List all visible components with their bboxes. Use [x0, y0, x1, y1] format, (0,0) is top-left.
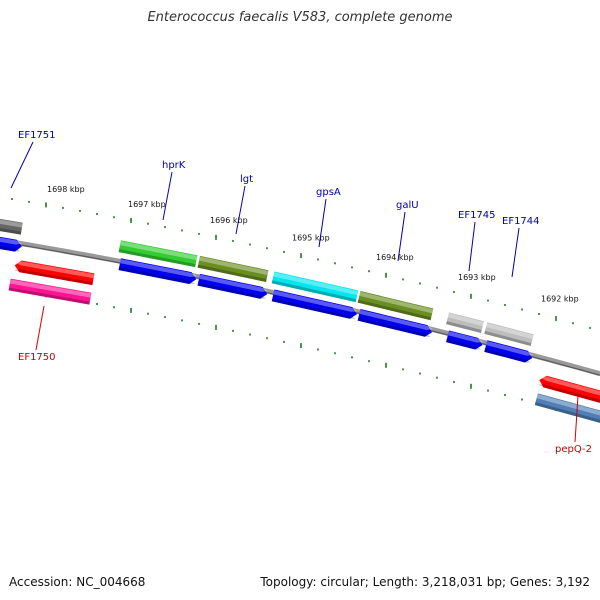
leader-line-EF1750 [35, 305, 45, 351]
gene-feature-hprK [118, 240, 198, 268]
gene-feature-EF1745 [446, 312, 484, 333]
cds-arrow-EF1745 [446, 330, 484, 350]
gene-feature-lgt [197, 255, 269, 282]
cds-arrow-pepQ-2 [534, 393, 600, 425]
leader-line-EF1744 [511, 227, 520, 278]
accession-text: Accession: NC_004668 [9, 575, 146, 589]
gene-feature-galU [357, 290, 434, 321]
kbp-label: 1697 kbp [128, 200, 166, 209]
gene-label-pepQ-2: pepQ-2 [555, 444, 592, 455]
cds-arrow-EF1751 [0, 235, 23, 252]
cds-arrow-EF1744 [484, 340, 534, 363]
gene-feature-EF1750 [8, 278, 92, 305]
gene-label-hprK: hprK [162, 160, 186, 171]
leader-line-galU [397, 211, 406, 262]
kbp-label: 1695 kbp [292, 234, 330, 243]
kbp-label: 1696 kbp [210, 216, 248, 225]
gene-label-EF1745: EF1745 [458, 210, 496, 221]
leader-line-hprK [162, 171, 173, 221]
gene-feature-pepQ-2 [538, 375, 600, 405]
leader-line-EF1745 [468, 221, 476, 272]
gene-feature-gpsA [271, 271, 359, 303]
kbp-label: 1693 kbp [458, 273, 496, 282]
gene-label-EF1750: EF1750 [18, 352, 56, 363]
cds-arrow-hprK [118, 258, 197, 284]
map-title: Enterococcus faecalis V583, complete gen… [147, 10, 453, 25]
leader-line-EF1751 [10, 141, 34, 189]
kbp-label: 1698 kbp [47, 185, 85, 194]
gene-label-lgt: lgt [240, 174, 253, 185]
gene-feature-EF1751 [0, 217, 23, 235]
leader-line-gpsA [318, 198, 327, 248]
topology-summary: Topology: circular; Length: 3,218,031 bp… [260, 575, 590, 589]
gene-label-galU: galU [396, 200, 419, 211]
cds-arrow-EF1750 [13, 260, 95, 286]
gene-feature-EF1744 [484, 322, 534, 346]
cds-arrow-galU [357, 308, 433, 337]
gene-label-EF1751: EF1751 [18, 130, 56, 141]
gene-label-gpsA: gpsA [316, 187, 341, 198]
gene-label-EF1744: EF1744 [502, 216, 540, 227]
cds-arrow-gpsA [271, 289, 358, 319]
leader-line-lgt [235, 185, 246, 235]
kbp-label: 1694 kbp [376, 253, 414, 262]
kbp-label: 1692 kbp [541, 295, 579, 304]
cds-arrow-lgt [197, 273, 268, 299]
leader-line-pepQ-2 [574, 395, 579, 443]
